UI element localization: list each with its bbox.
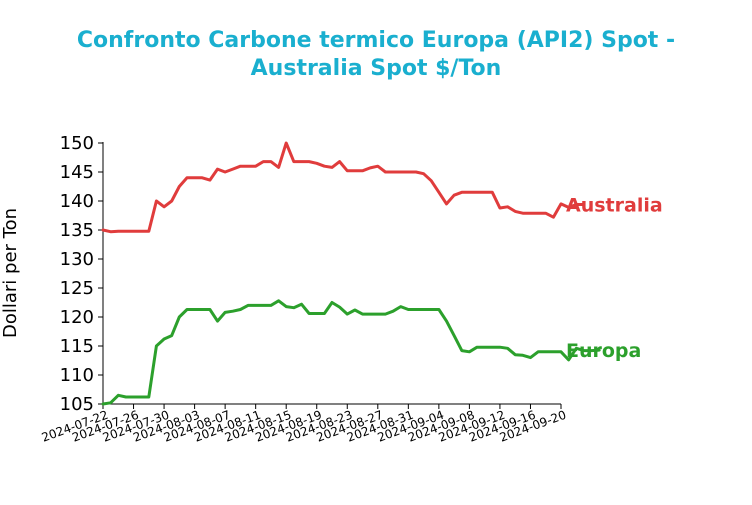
y-tick-label: 140 — [60, 191, 94, 212]
y-axis-label: Dollari per Ton — [0, 208, 21, 338]
y-tick-label: 120 — [60, 307, 94, 328]
y-tick-label: 105 — [60, 394, 94, 415]
chart-title-line2: Australia Spot $/Ton — [251, 56, 502, 81]
y-axis: 105 110 115 120 125 130 135 140 145 150 — [60, 133, 104, 415]
series-label-australia: Australia — [566, 194, 663, 216]
y-tick-label: 150 — [60, 133, 94, 154]
chart-title-line1: Confronto Carbone termico Europa (API2) … — [77, 28, 675, 53]
series-labels: Australia Europa — [566, 194, 663, 362]
y-tick-label: 110 — [60, 365, 94, 386]
y-tick-label: 125 — [60, 278, 94, 299]
y-tick-label: 115 — [60, 336, 94, 357]
series-line-australia — [101, 141, 586, 234]
x-axis: 2024-07-222024-07-262024-07-302024-08-03… — [40, 403, 568, 445]
series-label-europa: Europa — [566, 340, 641, 362]
y-tick-label: 130 — [60, 249, 94, 270]
series-layer — [101, 141, 601, 406]
y-tick-label: 145 — [60, 162, 94, 183]
y-tick-label: 135 — [60, 220, 94, 241]
series-line-europa — [101, 299, 601, 406]
